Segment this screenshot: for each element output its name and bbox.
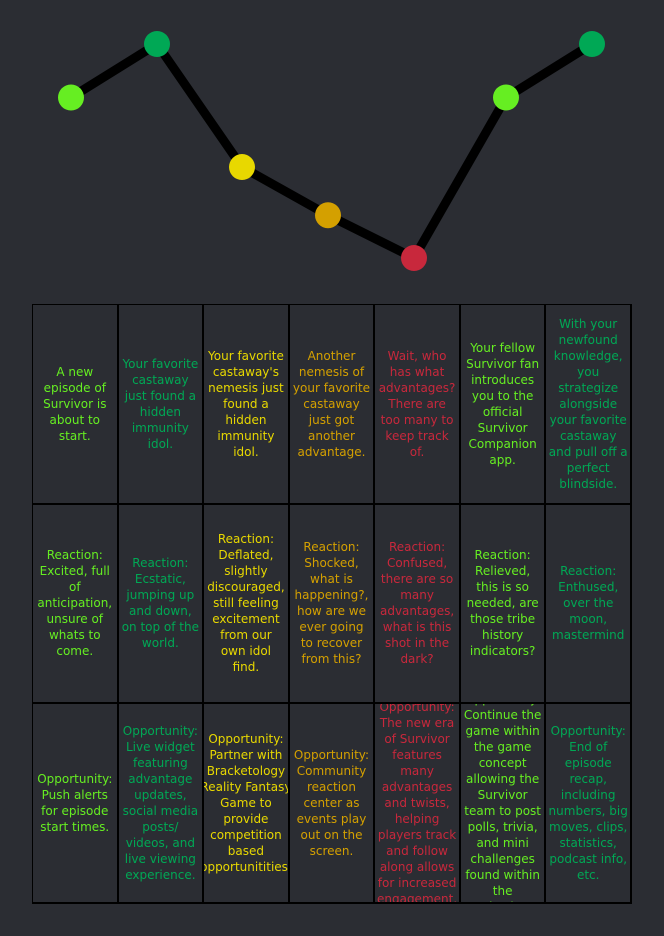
opportunity-cell-2: Opportunity: Live widget featuring advan… [118,704,205,904]
emotion-point-4 [315,202,341,229]
situation-cell-7: With your newfound knowledge, you strate… [546,305,632,505]
opportunity-cell-5: Opportunity: The new era of Survivor fea… [375,704,461,904]
emotion-point-1 [58,84,84,111]
reaction-cell-4: Reaction: Shocked, what is happening?, h… [289,504,376,705]
emotion-point-6 [493,84,519,111]
emotion-point-3 [229,154,255,181]
journey-grid: A new episode of Survivor is about to st… [32,304,632,904]
opportunity-cell-4: Opportunity: Community reaction center a… [289,704,376,904]
opportunity-cell-7: Opportunity: End of episode recap, inclu… [546,704,632,904]
situation-cell-5: Wait, who has what advantages? There are… [375,305,461,505]
situation-cell-1: A new episode of Survivor is about to st… [33,305,119,505]
situation-cell-2: Your favorite castaway just found a hidd… [118,305,205,505]
situation-cell-4: Another nemesis of your favorite castawa… [289,305,376,505]
reaction-cell-5: Reaction: Confused, there are so many ad… [375,504,461,705]
situation-cell-3: Your favorite castaway's nemesis just fo… [204,305,290,505]
reaction-cell-6: Reaction: Relieved, this is so needed, a… [460,504,547,705]
reaction-cell-1: Reaction: Excited, full of anticipation,… [33,504,119,705]
opportunity-cell-3: Opportunity: Partner with Bracketology R… [204,704,290,904]
emotion-point-5 [401,245,427,271]
reaction-cell-2: Reaction: Ecstatic, jumping up and down,… [118,504,205,705]
opportunity-cell-1: Opportunity: Push alerts for episode sta… [33,704,119,904]
emotion-points [58,31,605,271]
reaction-cell-3: Reaction: Deflated, slightly discouraged… [204,504,290,705]
emotion-point-7 [579,31,605,57]
reaction-cell-7: Reaction: Enthused, over the moon, maste… [546,504,632,705]
situation-cell-6: Your fellow Survivor fan introduces you … [460,305,547,505]
opportunity-cell-6: Opportunity: Continue the game within th… [460,704,547,904]
emotion-journey-chart [58,31,605,271]
emotion-point-2 [144,31,170,57]
